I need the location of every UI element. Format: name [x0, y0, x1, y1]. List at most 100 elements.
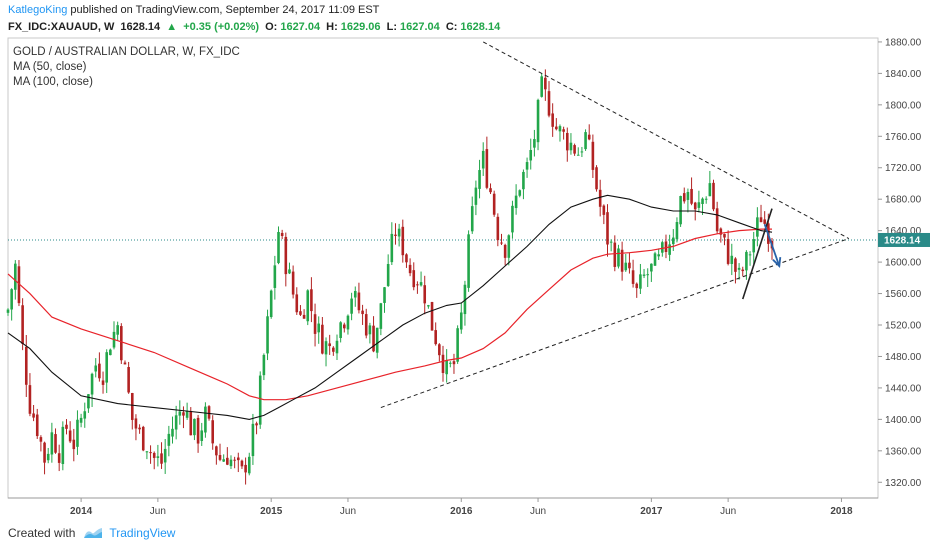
candle-body	[200, 430, 204, 441]
candle-body	[116, 325, 119, 335]
author-link[interactable]: KatlegoKing	[8, 4, 68, 16]
candle-body	[171, 428, 174, 437]
candle-body	[661, 242, 664, 253]
candle-body	[719, 228, 723, 235]
candle-body	[682, 193, 686, 202]
candle-body	[679, 196, 682, 225]
candle-body	[653, 253, 657, 266]
candle-body	[145, 451, 149, 453]
candle-body	[602, 205, 606, 215]
candle-body	[580, 151, 584, 153]
candle-body	[445, 360, 448, 375]
x-tick-label: Jun	[340, 506, 356, 517]
y-tick-label: 1600.00	[885, 258, 922, 269]
candle-body	[299, 311, 302, 315]
candle-body	[72, 439, 76, 450]
candle-body	[372, 325, 375, 352]
candle-body	[598, 189, 602, 207]
candle-body	[21, 305, 24, 345]
candle-body	[525, 162, 529, 170]
candle-body	[68, 430, 72, 442]
close-label: C:	[445, 21, 458, 33]
publish-info: KatlegoKing published on TradingView.com…	[8, 4, 379, 16]
x-tick-label: 2015	[260, 506, 283, 517]
candle-body	[748, 254, 752, 256]
candle-body	[481, 150, 485, 169]
candle-body	[6, 309, 10, 313]
candle-body	[185, 411, 189, 418]
y-tick-label: 1560.00	[885, 289, 922, 300]
candle-body	[759, 217, 763, 223]
candle-body	[269, 290, 273, 318]
candle-body	[284, 236, 288, 275]
candle-body	[569, 142, 573, 151]
candle-body	[522, 171, 525, 190]
candle-body	[715, 208, 719, 232]
candle-body	[708, 183, 712, 197]
tradingview-link[interactable]: TradingView	[109, 526, 176, 540]
candle-body	[562, 129, 565, 132]
candle-body	[412, 270, 416, 288]
candle-body	[756, 217, 759, 237]
y-tick-label: 1720.00	[885, 163, 922, 174]
candle-body	[306, 290, 310, 322]
candle-body	[438, 344, 441, 356]
y-tick-label: 1400.00	[885, 415, 922, 426]
publish-text: published on TradingView.com, September …	[70, 4, 380, 16]
candle-body	[28, 385, 32, 414]
candle-body	[182, 412, 185, 416]
open-value: 1627.04	[280, 21, 321, 33]
candle-body	[606, 212, 609, 245]
candle-body	[533, 139, 536, 148]
legend-ma100[interactable]: MA (100, close)	[13, 76, 93, 88]
x-tick-label: Jun	[720, 506, 736, 517]
candle-body	[291, 271, 295, 295]
candle-body	[664, 241, 668, 252]
candle-body	[463, 284, 467, 315]
candle-body	[452, 361, 456, 365]
candle-body	[364, 314, 368, 336]
candle-body	[587, 134, 591, 140]
y-tick-label: 1520.00	[885, 321, 922, 332]
candle-body	[492, 193, 496, 215]
candle-body	[24, 346, 28, 385]
y-tick-label: 1320.00	[885, 478, 922, 489]
candle-body	[503, 244, 507, 258]
candle-body	[353, 290, 357, 298]
candle-body	[313, 314, 317, 334]
candle-body	[222, 459, 225, 462]
candle-body	[79, 417, 83, 423]
y-tick-label: 1840.00	[885, 69, 922, 80]
quote-line: FX_IDC:XAUAUD, W 1628.14 ▲ +0.35 (+0.02%…	[8, 21, 503, 33]
candle-body	[470, 206, 474, 232]
legend-ma50[interactable]: MA (50, close)	[13, 61, 87, 73]
ma100-line	[7, 228, 772, 401]
candle-body	[397, 228, 401, 237]
candle-body	[394, 234, 397, 236]
candle-body	[507, 235, 511, 258]
tradingview-logo-icon	[84, 528, 103, 538]
candle-body	[576, 154, 580, 156]
candle-body	[745, 251, 748, 271]
candle-body	[321, 324, 324, 354]
candle-body	[383, 287, 386, 303]
candle-body	[408, 264, 412, 274]
candle-body	[218, 455, 222, 460]
candle-body	[496, 216, 500, 241]
candle-body	[54, 434, 57, 453]
footer: Created with TradingView	[8, 526, 175, 540]
y-tick-label: 1760.00	[885, 132, 922, 143]
high-value: 1629.06	[340, 21, 381, 33]
candle-body	[288, 269, 291, 274]
y-tick-label: 1880.00	[885, 37, 922, 48]
x-tick-label: Jun	[530, 506, 546, 517]
candle-body	[127, 367, 130, 393]
candle-body	[474, 187, 478, 205]
candle-body	[701, 198, 704, 204]
candle-body	[65, 424, 68, 429]
x-tick-label: 2018	[830, 506, 853, 517]
candle-body	[441, 354, 445, 373]
candle-body	[189, 411, 193, 436]
x-tick-label: 2014	[70, 506, 93, 517]
